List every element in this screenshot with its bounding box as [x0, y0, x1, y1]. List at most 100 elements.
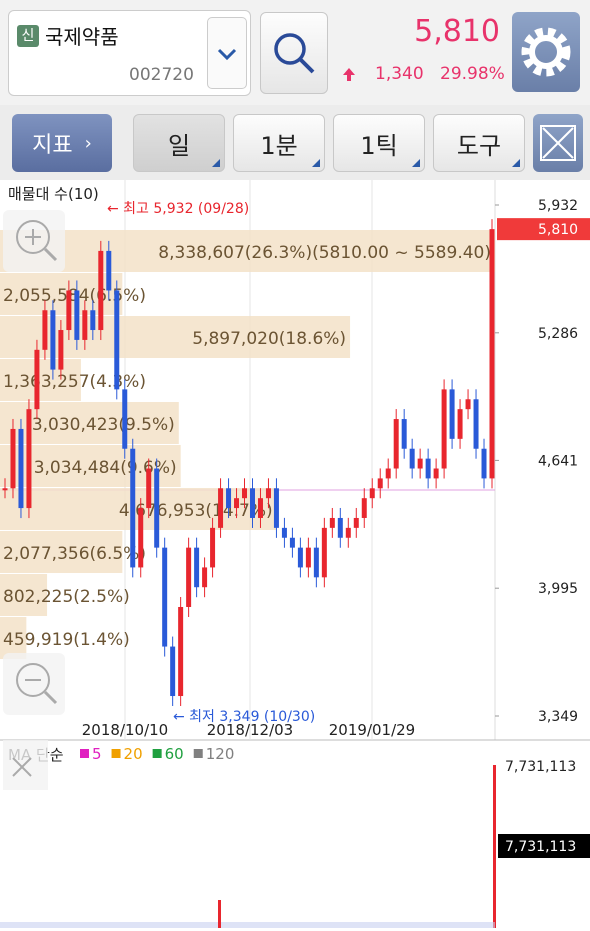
stock-name: 국제약품 [45, 25, 119, 49]
y-tick-label: 3,995 [538, 581, 578, 597]
period-button[interactable]: 1분 [233, 114, 325, 172]
ma-label: 60 [165, 745, 184, 763]
candle [305, 547, 311, 568]
change-pct: 29.98% [440, 64, 505, 84]
candle [337, 517, 343, 538]
volume-baseline [0, 922, 495, 928]
candle [489, 229, 495, 479]
candle [369, 488, 375, 499]
frame [540, 125, 576, 161]
chart: 2018/10/10 2018/12/03 2019/01/29 8,338,607(… [0, 180, 590, 931]
candle [273, 488, 279, 528]
profile-label: 3,030,423(9.5%) [32, 415, 175, 435]
candle [66, 290, 72, 331]
candle [433, 468, 439, 479]
period-button[interactable]: 1틱 [333, 114, 425, 172]
candle [50, 310, 56, 370]
expand-button[interactable] [533, 114, 583, 172]
profile-bar [0, 574, 48, 616]
zoom-button [3, 653, 65, 715]
candle [281, 527, 287, 538]
candle [218, 488, 224, 528]
profile-bar [0, 531, 123, 573]
candle [321, 527, 327, 578]
candle [74, 290, 80, 340]
current-volume-box [498, 834, 590, 858]
y-tick-label: 4,641 [538, 453, 578, 469]
search-icon [274, 33, 315, 74]
candle [409, 448, 415, 469]
candle [249, 488, 255, 518]
candle [345, 527, 351, 538]
candle [353, 517, 359, 528]
candle [154, 468, 160, 548]
candle [186, 547, 192, 607]
candle [58, 330, 64, 370]
candle [393, 419, 399, 469]
candle [42, 310, 48, 350]
profile-label: 2,077,356(6.5%) [3, 544, 146, 564]
ma-swatch [152, 749, 162, 758]
y-tick-label: 5,932 [538, 198, 578, 214]
ma-label: 5 [92, 745, 102, 763]
current-volume-label: 7,731,113 [505, 839, 576, 855]
candle [10, 428, 16, 489]
candle [90, 310, 96, 331]
up-arrow [343, 68, 355, 81]
search-button[interactable] [260, 12, 328, 94]
candle [226, 488, 232, 509]
indicator-label: 지표 [32, 133, 73, 158]
ma-label: 120 [206, 745, 235, 763]
candle [202, 567, 208, 588]
candle [178, 606, 184, 697]
handle [298, 57, 315, 74]
profile-label: 3,034,484(9.6%) [34, 458, 177, 478]
lens [274, 33, 306, 65]
candle [385, 468, 391, 479]
price: 5,810 [414, 14, 500, 49]
period-button[interactable]: 일 [133, 114, 225, 172]
candle [457, 409, 463, 439]
profile-title: 매물대 수(10) [8, 185, 99, 203]
chevron [217, 48, 237, 61]
candle [34, 349, 40, 410]
dropdown[interactable] [207, 17, 247, 89]
profile-bar [0, 316, 351, 358]
corner-mark [312, 159, 320, 167]
ma-swatch [111, 749, 121, 758]
low-label: ← 최저 3,349 (10/30) [173, 709, 315, 725]
candle [234, 498, 240, 509]
candle [417, 458, 423, 469]
gear-teeth [521, 27, 571, 77]
candle [313, 547, 319, 578]
candle [329, 517, 335, 528]
badge: 신 [17, 25, 39, 47]
profile-label: 8,338,607(26.3%)(5810.00 ~ 5589.40) [158, 243, 491, 263]
candle [138, 508, 144, 568]
candle [265, 488, 271, 499]
dropdown-icon [217, 48, 237, 61]
profile-label: 5,897,020(18.6%) [192, 329, 346, 349]
settings-button[interactable] [512, 12, 580, 92]
candle [170, 646, 176, 697]
indicator-button[interactable]: 지표 › [12, 114, 112, 172]
date-label: 2019/01/29 [329, 721, 415, 739]
expand-icon [540, 125, 576, 161]
diag [542, 127, 574, 159]
candle [297, 547, 303, 568]
stock-code: 002720 [129, 65, 194, 85]
stock-selector[interactable]: 신 국제약품 002720 [8, 10, 251, 96]
zoom-handle [43, 690, 58, 705]
zoom-lens [16, 663, 50, 697]
close-x [12, 757, 32, 777]
gear-ring [529, 35, 563, 69]
y-tick-label: 3,349 [538, 709, 578, 725]
candle [473, 399, 479, 449]
period-button[interactable]: 도구 [433, 114, 525, 172]
high-label: ← 최고 5,932 (09/28) [107, 201, 249, 217]
profile-label: 802,225(2.5%) [3, 587, 130, 607]
change: 1,340 [375, 64, 424, 84]
gear-icon [521, 27, 571, 77]
candle [194, 547, 200, 588]
zoom-lens [16, 220, 50, 254]
